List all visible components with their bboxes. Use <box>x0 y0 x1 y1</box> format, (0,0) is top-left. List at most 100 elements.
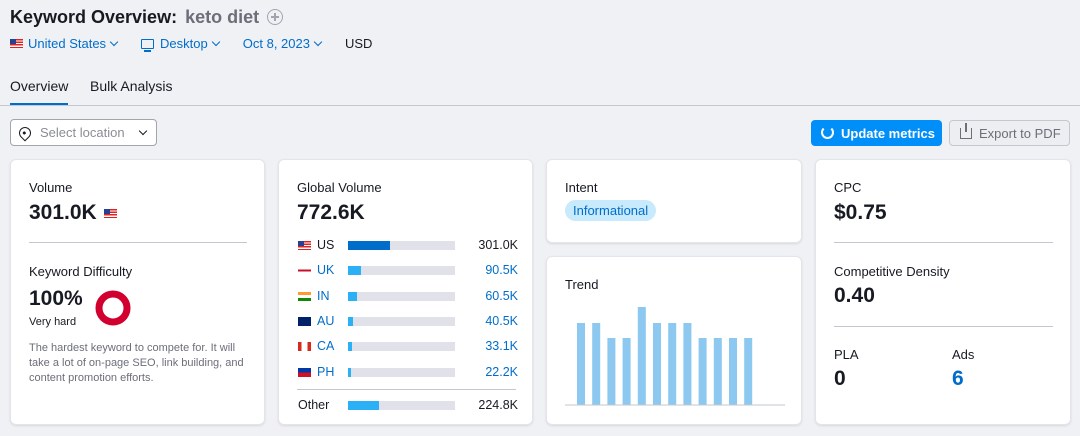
country-code: AU <box>317 314 335 328</box>
page-title: Keyword Overview: <box>10 6 178 27</box>
cpc-value: $0.75 <box>834 201 887 224</box>
export-icon <box>960 123 972 139</box>
volume-bar <box>348 265 455 275</box>
keyword-text: keto diet <box>185 6 260 27</box>
refresh-icon <box>821 126 834 139</box>
trend-bar <box>592 323 601 405</box>
update-metrics-label: Update metrics <box>841 125 935 141</box>
desktop-icon <box>141 38 155 52</box>
volume-bar <box>348 400 455 410</box>
divider <box>834 326 1053 327</box>
page-header: Keyword Overview: keto diet <box>10 6 284 28</box>
date-label: Oct 8, 2023 <box>242 36 310 51</box>
trend-bar <box>653 323 661 405</box>
volume-bar <box>348 240 455 250</box>
export-pdf-label: Export to PDF <box>979 125 1061 141</box>
trend-chart <box>565 307 785 406</box>
density-value: 0.40 <box>834 284 875 307</box>
trend-bar <box>607 338 616 405</box>
trend-bar <box>668 323 677 405</box>
tab-bulk-analysis[interactable]: Bulk Analysis <box>90 78 173 94</box>
country-select[interactable]: United States <box>10 36 119 51</box>
intent-label: Intent <box>565 180 598 195</box>
global-volume-card: Global Volume 772.6K US 301.0K UK 90.5K … <box>278 159 533 425</box>
global-volume-label: Global Volume <box>297 180 382 195</box>
in-flag-icon <box>298 291 311 301</box>
divider <box>29 242 247 243</box>
location-placeholder: Select location <box>40 125 125 140</box>
filter-bar: United States Desktop Oct 8, 2023 USD <box>10 36 396 52</box>
volume-value: 301.0K <box>29 201 97 224</box>
ph-flag-icon <box>298 367 311 377</box>
country-volume: 40.5K <box>485 314 518 328</box>
trend-bar <box>713 338 722 405</box>
trend-bar <box>683 323 692 405</box>
kd-donut <box>95 290 131 326</box>
volume-bar <box>348 341 455 351</box>
volume-bar <box>348 291 455 301</box>
global-volume-value: 772.6K <box>297 201 365 224</box>
device-label: Desktop <box>160 36 208 51</box>
country-row-other: Other 224.8K <box>298 397 518 413</box>
trend-bar <box>577 323 585 405</box>
au-flag-icon <box>298 316 311 326</box>
country-row-ph[interactable]: PH 22.2K <box>298 364 518 380</box>
divider <box>834 242 1053 243</box>
us-flag-icon <box>298 240 311 250</box>
chevron-down-icon <box>313 37 323 46</box>
tab-bar: Overview Bulk Analysis <box>0 72 1080 106</box>
currency-label: USD <box>344 36 373 51</box>
cpc-card: CPC $0.75 Competitive Density 0.40 PLA 0… <box>815 159 1071 425</box>
country-row-in[interactable]: IN 60.5K <box>298 288 518 304</box>
country-volume: 33.1K <box>485 339 518 353</box>
kd-description: The hardest keyword to compete for. It w… <box>29 342 244 384</box>
country-code: CA <box>317 339 335 353</box>
chevron-down-icon <box>109 37 119 46</box>
location-select[interactable]: Select location <box>10 119 157 146</box>
update-metrics-button[interactable]: Update metrics <box>811 120 942 146</box>
kd-donut-ring <box>95 290 131 326</box>
country-code: PH <box>317 365 335 379</box>
chevron-down-icon <box>138 126 148 135</box>
trend-bar <box>698 338 707 405</box>
volume-bar <box>348 367 455 377</box>
export-pdf-button[interactable]: Export to PDF <box>949 120 1070 146</box>
cpc-label: CPC <box>834 180 862 195</box>
add-keyword-icon[interactable] <box>267 9 284 25</box>
ads-label: Ads <box>952 347 975 362</box>
other-label: Other <box>298 398 330 412</box>
volume-label: Volume <box>29 180 73 195</box>
intent-badge: Informational <box>565 200 657 221</box>
country-row-au[interactable]: AU 40.5K <box>298 313 518 329</box>
country-volume: 60.5K <box>485 289 518 303</box>
other-volume: 224.8K <box>478 398 518 412</box>
trend-bar <box>637 307 646 405</box>
chevron-down-icon <box>211 37 220 46</box>
us-flag-icon <box>10 39 23 48</box>
kd-level: Very hard <box>29 316 77 328</box>
tab-overview[interactable]: Overview <box>10 78 69 105</box>
country-row-ca[interactable]: CA 33.1K <box>298 338 518 354</box>
us-flag-icon <box>103 208 117 218</box>
pla-label: PLA <box>834 347 859 362</box>
kd-label: Keyword Difficulty <box>29 264 133 279</box>
divider <box>297 389 516 390</box>
country-row-us: US 301.0K <box>298 237 518 253</box>
volume-card: Volume 301.0K Keyword Difficulty 100% Ve… <box>10 159 265 425</box>
device-select[interactable]: Desktop <box>141 36 220 52</box>
volume-bar <box>348 316 455 326</box>
ca-flag-icon <box>298 341 311 351</box>
date-select[interactable]: Oct 8, 2023 <box>242 36 323 51</box>
country-volume: 90.5K <box>485 263 518 277</box>
ads-value[interactable]: 6 <box>952 367 964 390</box>
country-row-uk[interactable]: UK 90.5K <box>298 262 518 278</box>
uk-flag-icon <box>298 265 311 275</box>
kd-value: 100% <box>29 287 83 310</box>
trend-bar <box>744 338 753 405</box>
location-pin-icon <box>16 124 34 141</box>
trend-bar <box>729 338 737 405</box>
country-volume: 22.2K <box>485 365 518 379</box>
density-label: Competitive Density <box>834 264 950 279</box>
intent-card: Intent Informational <box>546 159 802 243</box>
trend-card: Trend <box>546 256 802 425</box>
